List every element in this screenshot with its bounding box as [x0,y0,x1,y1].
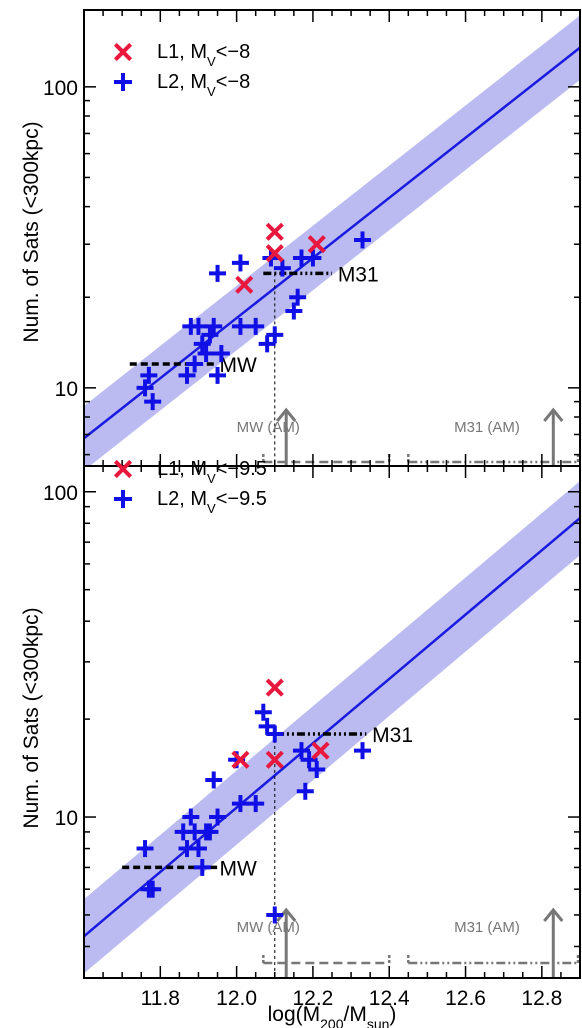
top-point-l1-3 [307,235,326,254]
bottom-point-l2-0 [136,840,154,858]
bottom-y-tick-label-0: 10 [55,807,78,830]
bottom-legend: L1, MV<−9.5 L2, MV<−9.5 [113,458,267,516]
bottom-point-l1-3 [311,741,330,760]
top-point-l1-2 [265,244,284,263]
bottom-point-l2-12 [209,808,227,826]
top-point-l2-12 [209,264,227,282]
top-annotation-mw: MW [129,354,257,377]
bottom-point-l2-15 [247,795,265,813]
top-point-l2-21 [285,302,303,320]
top-point-l2-11 [209,366,227,384]
top-y-tick-label-0: 10 [55,378,78,401]
top-am-label-mw: MW (AM) [237,419,300,436]
bottom-point-l2-24 [354,742,372,760]
top-point-l2-16 [247,317,265,335]
top-point-l2-2 [144,393,162,411]
x-tick-label-2: 12.2 [292,987,333,1010]
bottom-point-l2-19 [266,906,284,924]
bottom-point-l1-2 [265,750,284,769]
top-point-l2-0 [136,379,154,397]
bottom-point-l2-21 [296,782,314,800]
top-point-l2-8 [197,345,215,363]
top-point-l1-0 [235,275,254,294]
bottom-point-l2-14 [231,795,249,813]
top-am-marker-mw: MW (AM) [237,407,391,465]
bottom-point-l2-5 [182,808,200,826]
bottom-y-axis-title: Num. of Sats (<300kpc) [20,607,43,828]
top-y-tick-label-1: 100 [43,77,78,100]
top-legend: L1, MV<−8 L2, MV<−8 [113,41,250,99]
bottom-legend-l1-text: L1, MV<−9.5 [157,458,267,486]
top-point-l2-25 [354,231,372,249]
top-point-l2-10 [205,317,223,335]
bottom-y-tick-label-1: 100 [43,482,78,505]
bottom-legend-marker-l2 [114,490,132,508]
top-annotation-m31: M31 [263,263,379,464]
x-axis-title: log(M200/Msun) [268,1003,397,1028]
top-am-marker-m31: M31 (AM) [407,407,580,465]
bottom-point-l1-0 [231,750,250,769]
top-point-l2-24 [304,249,322,267]
bottom-point-l2-16 [254,703,272,721]
top-point-l2-20 [273,259,291,277]
top-y-axis-title: Num. of Sats (<300kpc) [20,121,43,342]
bottom-point-l1-1 [265,678,284,697]
bottom-point-l2-23 [308,761,326,779]
bottom-am-label-mw: MW (AM) [237,919,300,936]
bottom-point-l2-8 [193,858,211,876]
x-tick-label-1: 12.0 [216,987,257,1010]
x-tick-label-0: 11.8 [141,987,180,1010]
bottom-point-l2-22 [300,751,318,769]
x-tick-label-5: 12.8 [521,987,562,1010]
bottom-label-m31: M31 [372,724,413,747]
top-point-l2-22 [289,288,307,306]
panel-top: MW M31 MW (AM) M31 (AM) 10 100 L1, MV<−8 L2,… [20,9,581,467]
top-legend-marker-l1 [113,42,133,62]
bottom-am-marker-mw: MW (AM) [237,907,391,977]
bottom-point-l2-7 [189,840,207,858]
top-legend-marker-l2 [114,73,132,91]
bottom-point-l2-2 [144,880,162,898]
top-fit-line [84,46,580,440]
bottom-label-mw: MW [220,857,257,880]
top-point-l2-15 [231,254,249,272]
x-tick-label-3: 12.4 [369,987,410,1010]
bottom-point-l2-20 [292,742,310,760]
bottom-legend-marker-l1 [113,459,133,479]
bottom-am-marker-m31: M31 (AM) [407,907,580,977]
bottom-fit-line [84,517,580,938]
top-point-l2-1 [140,366,158,384]
top-point-l2-14 [231,317,249,335]
bottom-am-label-m31: M31 (AM) [454,919,520,936]
top-label-mw: MW [220,354,257,377]
top-label-m31: M31 [338,263,379,286]
top-point-l1-1 [265,222,284,241]
top-point-l2-5 [186,355,204,373]
top-point-l2-17 [258,335,276,353]
top-am-label-m31: M31 (AM) [454,419,520,436]
top-point-l2-7 [193,335,211,353]
x-tick-label-4: 12.6 [445,987,486,1010]
top-point-l2-13 [212,345,230,363]
top-legend-l2-label: L2, MV<−8 [157,71,250,99]
bottom-point-l2-18 [266,725,284,743]
bottom-point-l2-10 [201,823,219,841]
bottom-legend-l2-text: L2, MV<−9.5 [157,488,267,516]
bottom-point-l2-11 [205,771,223,789]
top-point-l2-6 [189,317,207,335]
top-point-l2-19 [266,326,284,344]
bottom-annotation-m31: M31 [270,724,413,976]
top-legend-l1-label: L1, MV<−8 [157,41,250,69]
panel-bottom: MW M31 MW (AM) M31 (AM) 11.8 12.0 12.2 12.4 12.… [20,458,581,1028]
top-point-l2-3 [178,366,196,384]
